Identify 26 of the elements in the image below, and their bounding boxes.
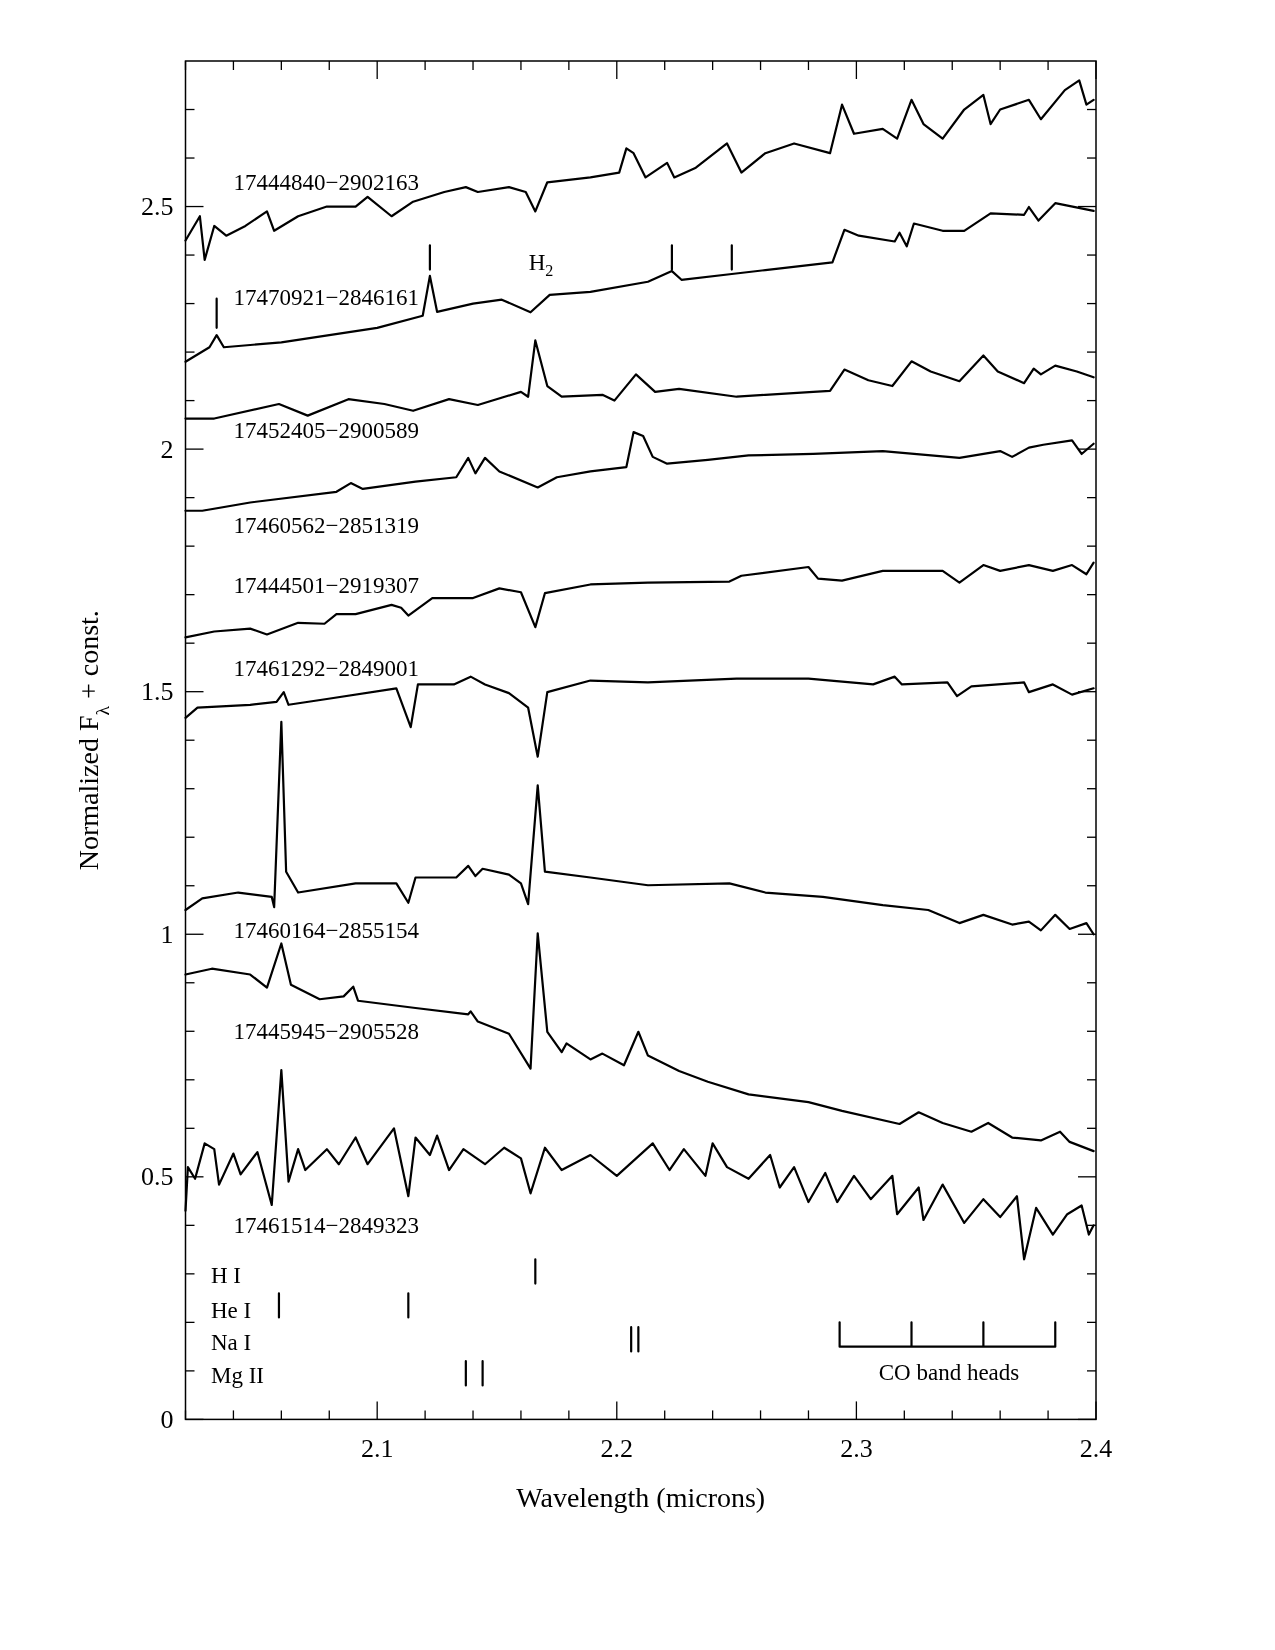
x-tick-label: 2.4 [1079, 1434, 1113, 1464]
y-tick-label: 0 [160, 1404, 174, 1434]
series-label: 17445945−2905528 [233, 1019, 419, 1045]
x-axis-title: Wavelength (microns) [516, 1482, 766, 1514]
series-label: 17461514−2849323 [233, 1213, 419, 1239]
series-label: 17470921−2846161 [233, 284, 419, 310]
series-label: 17452405−2900589 [233, 418, 419, 444]
annotation: CO band heads [878, 1359, 1020, 1385]
legend-label: 17460164−2855154 [233, 917, 420, 943]
y-tick-label: 2 [160, 434, 174, 464]
series-label: 17460562−2851319 [233, 513, 419, 539]
x-tick-label: 2.1 [360, 1434, 394, 1464]
annotation: H I [211, 1262, 242, 1288]
x-tick-label: 2.3 [840, 1434, 873, 1464]
x-tick-label: 2.2 [600, 1434, 634, 1464]
annotation: He I [211, 1297, 252, 1323]
y-tick-label: 1 [160, 919, 174, 949]
y-tick-label: 2.5 [141, 192, 174, 222]
series-label: 17444840−2902163 [233, 170, 419, 196]
y-tick-label: 1.5 [141, 677, 174, 707]
y-tick-label: 0.5 [141, 1162, 174, 1192]
annotation: Mg II [211, 1362, 265, 1388]
series-label: 17461292−2849001 [233, 656, 419, 682]
annotation: Na I [211, 1329, 252, 1355]
annotation: H$_{2}$ [528, 249, 554, 279]
series-label: 17444501−2919307 [233, 573, 419, 599]
